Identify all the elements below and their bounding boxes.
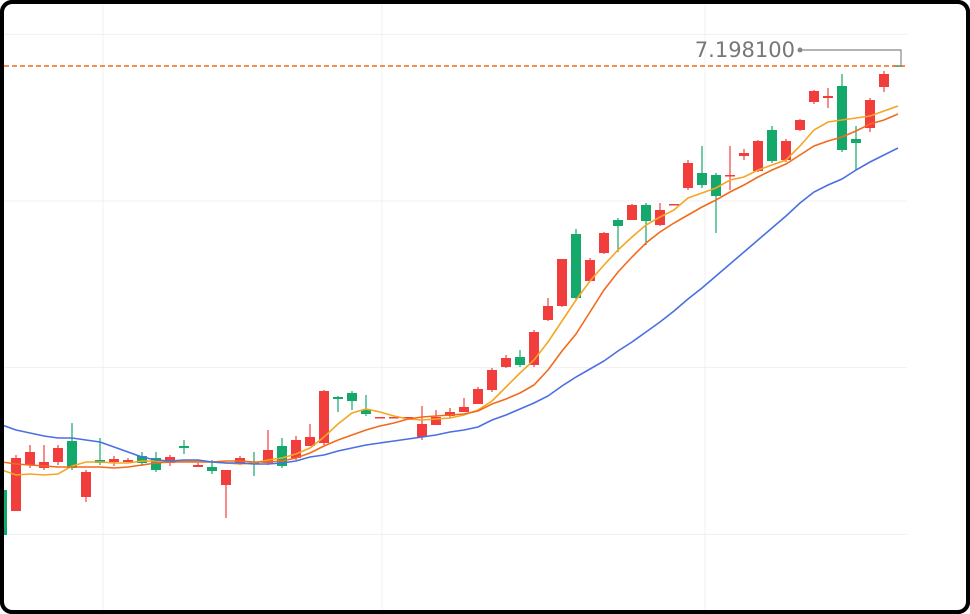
candle-body [11,458,21,511]
moving-average-line [1,147,899,465]
price-label: 7.198100 [695,38,795,62]
candle-body [123,460,133,462]
candle-body [865,100,875,128]
moving-average-line [1,105,899,476]
moving-average-line [1,113,899,469]
candle-body [109,459,119,462]
candle-body [473,389,483,404]
candle-body [501,358,511,367]
candle-body [137,456,147,463]
overlay: 7.198100 [4,38,905,67]
candle-body [879,74,889,87]
candle-body [305,437,315,446]
price-label-dot [797,47,803,53]
candle-body [767,130,777,161]
price-label-connector [800,49,902,66]
candle-body [711,175,721,196]
candle-body [445,412,455,416]
plot [0,65,903,537]
candle-body [403,417,413,419]
candle-body [669,204,679,206]
candle-body [893,65,903,67]
candle-body [179,446,189,448]
candle-body [53,448,63,462]
candle-body [319,391,329,443]
candle-body [67,441,77,468]
candle-body [529,332,539,365]
candle-body [291,440,301,458]
candle-body [697,173,707,185]
candle-body [543,306,553,320]
candle-body [739,153,749,156]
candle-body [627,205,637,220]
candle-body [571,234,581,298]
candle-body [431,417,441,425]
candle-body [487,370,497,390]
candle-body [459,407,469,412]
candle-body [837,86,847,150]
candle-body [781,141,791,160]
candle-body [515,357,525,365]
candle-body [599,233,609,253]
candle-body [375,417,385,419]
candle-body [361,410,371,414]
grid [4,4,907,610]
candle-body [417,424,427,437]
candle-body [347,393,357,401]
candle-body [333,397,343,399]
candle-body [641,205,651,221]
candle-body [25,452,35,465]
candle-body [39,462,49,468]
candle-body [221,470,231,485]
candle-body [277,446,287,466]
candle-body [389,417,399,419]
candle-body [207,467,217,471]
candle-body [823,96,833,98]
candle-body [725,175,735,177]
candle-body [585,260,595,281]
candle-body [151,458,161,470]
candle-body [795,120,805,130]
candle-body [753,141,763,171]
candle-body [683,163,693,188]
candle-body [193,465,203,467]
candle-body [851,139,861,143]
candle-body [165,457,175,463]
candle-body [613,220,623,226]
candle-body [263,450,273,463]
candle-body [557,259,567,306]
candle-body [809,91,819,102]
candle-body [81,472,91,497]
